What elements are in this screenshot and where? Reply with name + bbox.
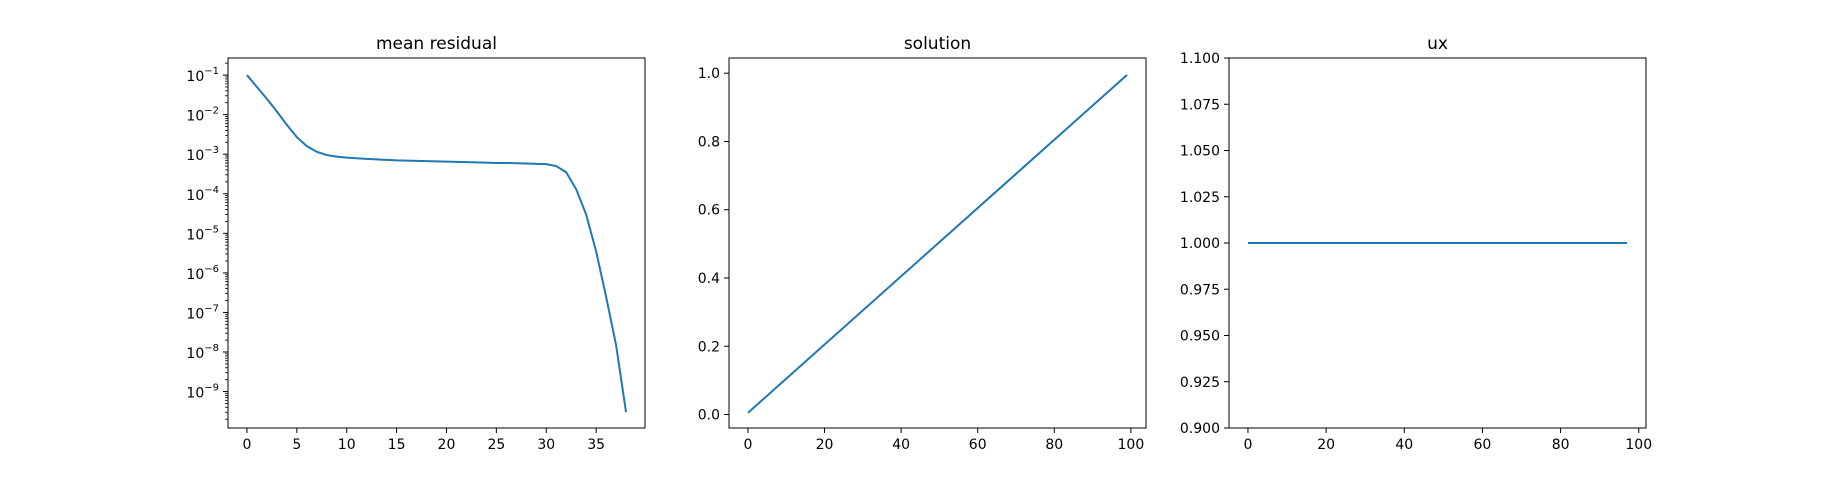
x-tick-label: 80 [1045,437,1063,453]
series-line [246,74,628,413]
panel-solution: solution 0 20 40 60 80 100 0.0 0.2 0.4 0.6 0.8 1.0 [698,34,1147,453]
y-tick-label: 10−3 [186,145,219,164]
series-line [747,74,1128,414]
y-tick-label: 10−6 [186,264,219,283]
x-tick-label: 20 [816,437,834,453]
axes-frame [227,57,646,429]
panel-title: ux [1427,34,1448,54]
y-tick-label: 10−2 [186,106,219,125]
panel-title: mean residual [376,34,497,54]
y-tick-label: 10−4 [186,185,219,204]
y-tick-label: 1.100 [1180,51,1220,67]
y-tick-label: 0.925 [1180,375,1220,391]
x-tick-label: 40 [892,437,910,453]
y-tick-label: 0.8 [698,134,720,150]
y-tick-label: 10−5 [186,224,219,243]
y-tick-label: 0.2 [698,339,720,355]
x-tick-label: 15 [388,437,406,453]
x-tick-label: 0 [743,437,752,453]
panel-mean-residual: mean residual 0 5 10 15 20 25 30 35 10−9 10−8 10−7… [186,34,646,453]
x-tick-label: 60 [1474,437,1492,453]
x-tick-label: 0 [242,437,251,453]
x-tick-label: 100 [1625,437,1652,453]
axes-frame [728,57,1147,429]
y-tick-label: 10−7 [186,303,219,322]
x-tick-label: 10 [338,437,356,453]
x-tick-label: 20 [1317,437,1335,453]
x-tick-label: 35 [587,437,605,453]
y-tick-label: 1.025 [1180,190,1220,206]
y-tick-label: 1.050 [1180,144,1220,160]
panel-ux: ux 0 20 40 60 80 100 0.900 0.925 0.950 0.975 1.000… [1180,34,1652,453]
x-tick-label: 30 [537,437,555,453]
y-tick-label: 10−1 [186,66,219,85]
x-tick-label: 5 [292,437,301,453]
x-tick-label: 60 [969,437,987,453]
y-tick-label: 0.6 [698,203,720,219]
panel-title: solution [904,34,971,54]
x-tick-label: 0 [1243,437,1252,453]
y-tick-label: 0.4 [698,271,720,287]
y-tick-label: 0.950 [1180,329,1220,345]
x-tick-label: 40 [1395,437,1413,453]
y-tick-label: 1.0 [698,66,720,82]
y-tick-label: 0.900 [1180,421,1220,437]
y-tick-label: 1.075 [1180,97,1220,113]
x-tick-label: 20 [438,437,456,453]
y-tick-label: 0.0 [698,408,720,424]
x-tick-label: 100 [1118,437,1145,453]
y-tick-label: 1.000 [1180,236,1220,252]
y-tick-label: 10−9 [186,383,219,402]
y-tick-label: 10−8 [186,343,219,362]
x-tick-label: 80 [1552,437,1570,453]
x-tick-label: 25 [487,437,505,453]
y-tick-label: 0.975 [1180,282,1220,298]
